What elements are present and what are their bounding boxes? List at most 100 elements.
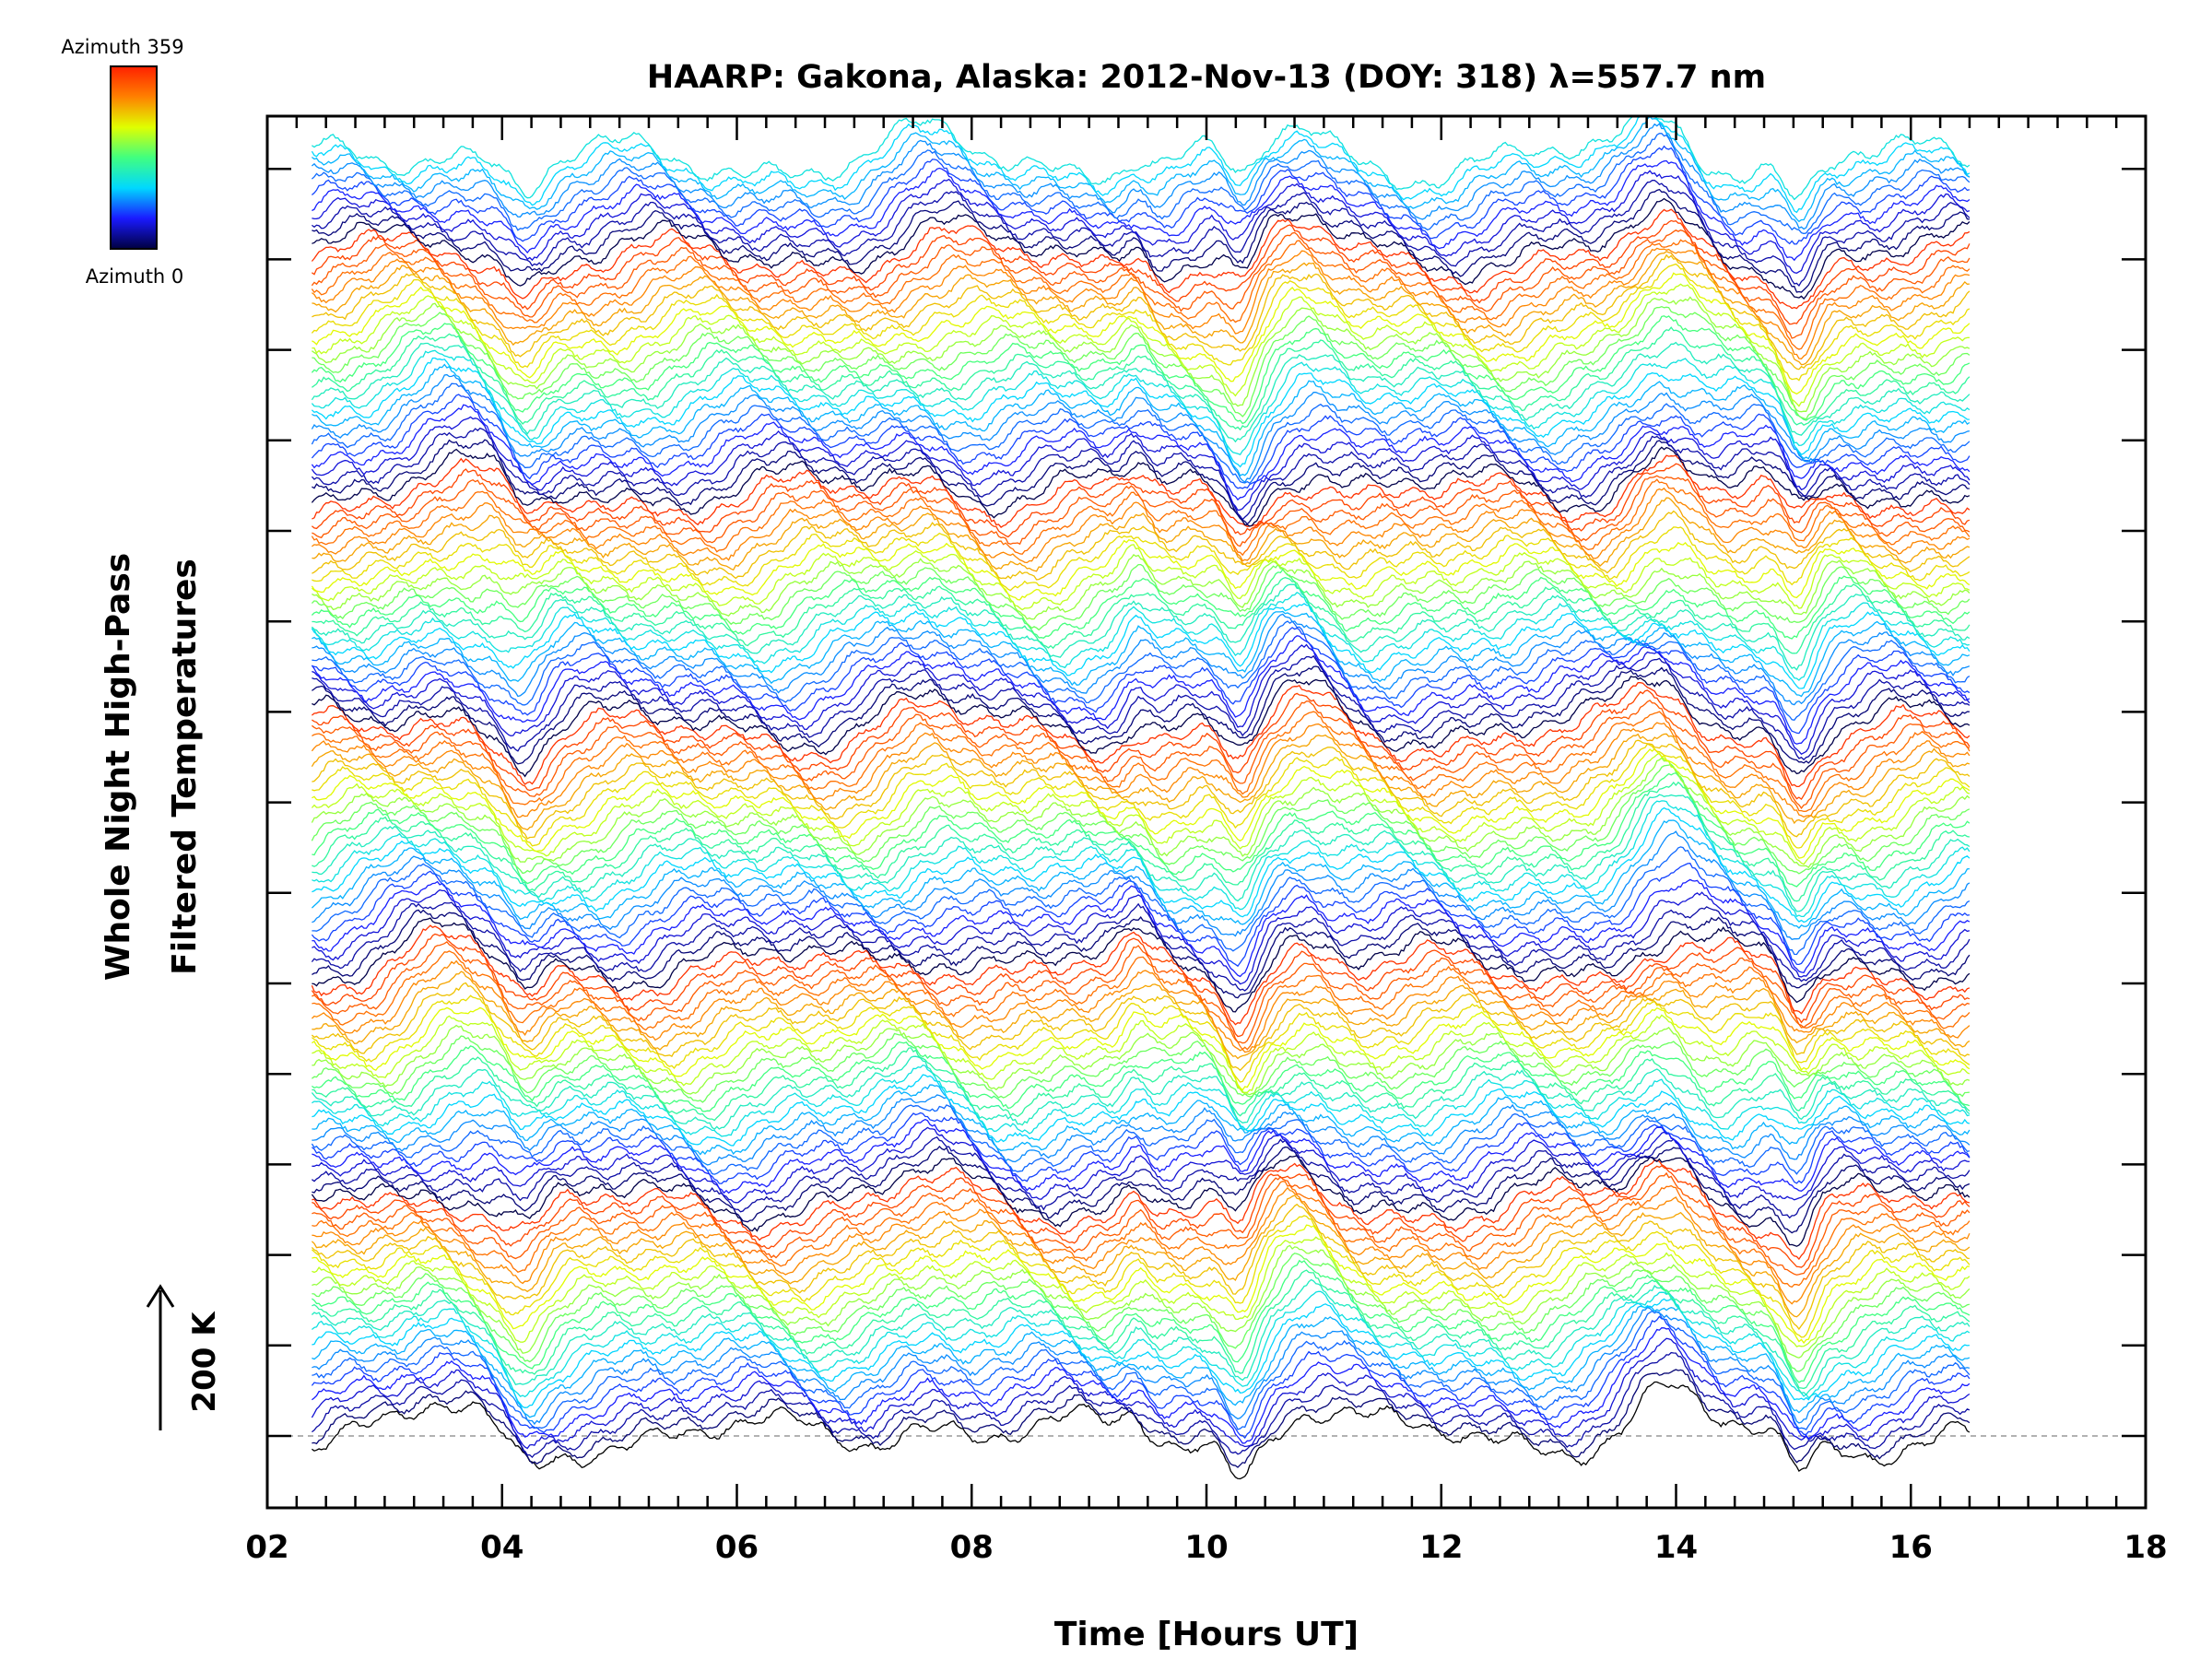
temperature-trace <box>312 487 1971 564</box>
temperature-trace <box>312 1047 1971 1122</box>
temperature-trace <box>312 283 1970 407</box>
temperature-trace <box>312 1186 1971 1305</box>
temperature-trace <box>311 239 1971 350</box>
temperature-trace <box>311 315 1971 425</box>
temperature-trace <box>312 1084 1971 1156</box>
temperature-trace <box>311 478 1971 557</box>
temperature-trace <box>312 1298 1970 1408</box>
x-tick-label: 06 <box>715 1529 759 1566</box>
temperature-trace <box>312 781 1971 902</box>
x-tick-label: 04 <box>480 1529 524 1566</box>
temperature-trace <box>312 1381 1971 1480</box>
temperature-trace <box>311 145 1971 245</box>
temperature-trace <box>311 1290 1971 1399</box>
temperature-trace <box>311 901 1971 992</box>
temperature-trace <box>311 763 1971 875</box>
temperature-trace <box>312 689 1971 801</box>
temperature-trace <box>311 752 1971 865</box>
colorbar-bottom-label: Azimuth 0 <box>86 265 184 288</box>
temperature-trace <box>311 757 1971 869</box>
temperature-trace <box>312 251 1970 366</box>
temperature-trace <box>311 1337 1971 1450</box>
temperature-trace <box>312 1159 1971 1261</box>
temperature-trace <box>311 635 1971 745</box>
temperature-trace <box>312 219 1971 325</box>
temperature-trace <box>311 1278 1971 1396</box>
temperature-trace <box>312 170 1971 274</box>
temperature-trace <box>311 568 1971 640</box>
temperature-trace <box>312 627 1971 735</box>
temperature-trace <box>311 1032 1970 1103</box>
temperature-trace <box>312 700 1971 809</box>
temperature-trace <box>312 1310 1971 1430</box>
x-tick-label: 02 <box>245 1529 288 1566</box>
temperature-trace <box>311 722 1971 818</box>
temperature-trace <box>312 1164 1971 1268</box>
temperature-trace <box>312 739 1971 840</box>
temperature-trace <box>312 1369 1971 1468</box>
temperature-trace <box>312 806 1971 924</box>
temperature-trace <box>312 272 1971 395</box>
temperature-trace <box>312 116 1971 223</box>
temperature-trace <box>312 497 1971 572</box>
temperature-trace <box>311 1203 1971 1331</box>
temperature-trace <box>311 1215 1971 1338</box>
temperature-trace <box>311 1327 1971 1444</box>
temperature-trace <box>312 830 1971 941</box>
temperature-trace <box>312 179 1971 287</box>
temperature-trace <box>312 711 1971 813</box>
temperature-trace <box>312 1126 1970 1204</box>
temperature-trace <box>311 373 1971 484</box>
plot-frame <box>265 114 2147 1510</box>
temperature-trace <box>312 1259 1971 1383</box>
temperature-trace <box>312 665 1970 765</box>
temperature-trace <box>311 1104 1971 1175</box>
temperature-trace <box>312 526 1971 592</box>
temperature-trace <box>312 454 1971 528</box>
temperature-trace <box>312 1145 1971 1234</box>
temperature-trace <box>311 994 1971 1083</box>
temperature-trace <box>312 1064 1971 1137</box>
chart-title: HAARP: Gakona, Alaska: 2012-Nov-13 (DOY:… <box>647 59 1766 96</box>
temperature-trace <box>311 1194 1971 1318</box>
x-tick-label: 08 <box>950 1529 994 1566</box>
temperature-trace <box>312 1224 1970 1345</box>
temperature-trace <box>312 1136 1971 1219</box>
temperature-trace <box>312 1236 1971 1347</box>
temperature-trace <box>311 544 1971 611</box>
temperature-trace <box>312 1024 1971 1096</box>
temperature-trace <box>312 1181 1971 1288</box>
temperature-trace <box>311 463 1971 538</box>
temperature-trace <box>312 1171 1971 1276</box>
scale-arrow-head <box>146 1284 175 1308</box>
temperature-trace <box>312 510 1971 581</box>
temperature-trace <box>312 950 1971 1051</box>
temperature-trace <box>311 603 1971 689</box>
temperature-trace <box>312 1118 1971 1194</box>
temperature-trace <box>311 863 1971 968</box>
temperature-trace <box>312 676 1971 778</box>
x-axis-label: Time [Hours UT] <box>1054 1616 1359 1653</box>
temperature-trace <box>312 620 1971 722</box>
temperature-trace <box>311 819 1970 929</box>
temperature-trace <box>312 1253 1971 1372</box>
scale-bar-label: 200 K <box>186 1311 223 1413</box>
temperature-trace <box>311 1112 1971 1184</box>
temperature-trace <box>311 394 1971 489</box>
temperature-trace <box>312 1041 1971 1112</box>
temperature-trace <box>311 583 1971 671</box>
temperature-trace <box>312 971 1971 1060</box>
temperature-trace <box>311 1315 1971 1440</box>
temperature-trace <box>312 1014 1971 1093</box>
x-tick-label: 14 <box>1654 1529 1698 1566</box>
temperature-trace <box>312 475 1971 547</box>
temperature-trace <box>312 654 1971 761</box>
temperature-trace <box>312 610 1971 698</box>
temperature-trace <box>311 563 1971 631</box>
temperature-trace <box>312 878 1971 978</box>
temperature-trace <box>311 229 1971 339</box>
trace-group <box>311 116 1971 1480</box>
y-axis-label-line2: Filtered Temperatures <box>166 559 204 975</box>
x-tick-label: 10 <box>1184 1529 1228 1566</box>
temperature-trace <box>311 959 1971 1053</box>
